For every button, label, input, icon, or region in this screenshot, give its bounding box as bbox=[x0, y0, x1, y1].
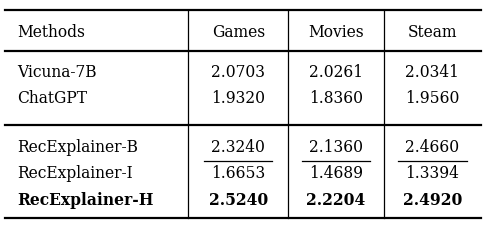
Text: 1.9560: 1.9560 bbox=[405, 90, 459, 107]
Text: 2.0341: 2.0341 bbox=[405, 63, 459, 80]
Text: RecExplainer-I: RecExplainer-I bbox=[17, 165, 132, 182]
Text: 1.4689: 1.4689 bbox=[309, 165, 363, 182]
Text: 2.0703: 2.0703 bbox=[211, 63, 265, 80]
Text: Games: Games bbox=[212, 24, 265, 40]
Text: RecExplainer-H: RecExplainer-H bbox=[17, 191, 153, 208]
Text: Vicuna-7B: Vicuna-7B bbox=[17, 63, 96, 80]
Text: Steam: Steam bbox=[408, 24, 457, 40]
Text: 2.0261: 2.0261 bbox=[309, 63, 363, 80]
Text: 2.4920: 2.4920 bbox=[402, 191, 462, 208]
Text: ChatGPT: ChatGPT bbox=[17, 90, 87, 107]
Text: 1.3394: 1.3394 bbox=[405, 165, 459, 182]
Text: 2.1360: 2.1360 bbox=[309, 138, 363, 155]
Text: 2.2204: 2.2204 bbox=[306, 191, 365, 208]
Text: 1.6653: 1.6653 bbox=[211, 165, 265, 182]
Text: 1.8360: 1.8360 bbox=[309, 90, 363, 107]
Text: RecExplainer-B: RecExplainer-B bbox=[17, 138, 138, 155]
Text: 2.4660: 2.4660 bbox=[405, 138, 459, 155]
Text: 2.5240: 2.5240 bbox=[208, 191, 268, 208]
Text: 1.9320: 1.9320 bbox=[211, 90, 265, 107]
Text: Movies: Movies bbox=[308, 24, 364, 40]
Text: 2.3240: 2.3240 bbox=[211, 138, 265, 155]
Text: Methods: Methods bbox=[17, 24, 85, 40]
